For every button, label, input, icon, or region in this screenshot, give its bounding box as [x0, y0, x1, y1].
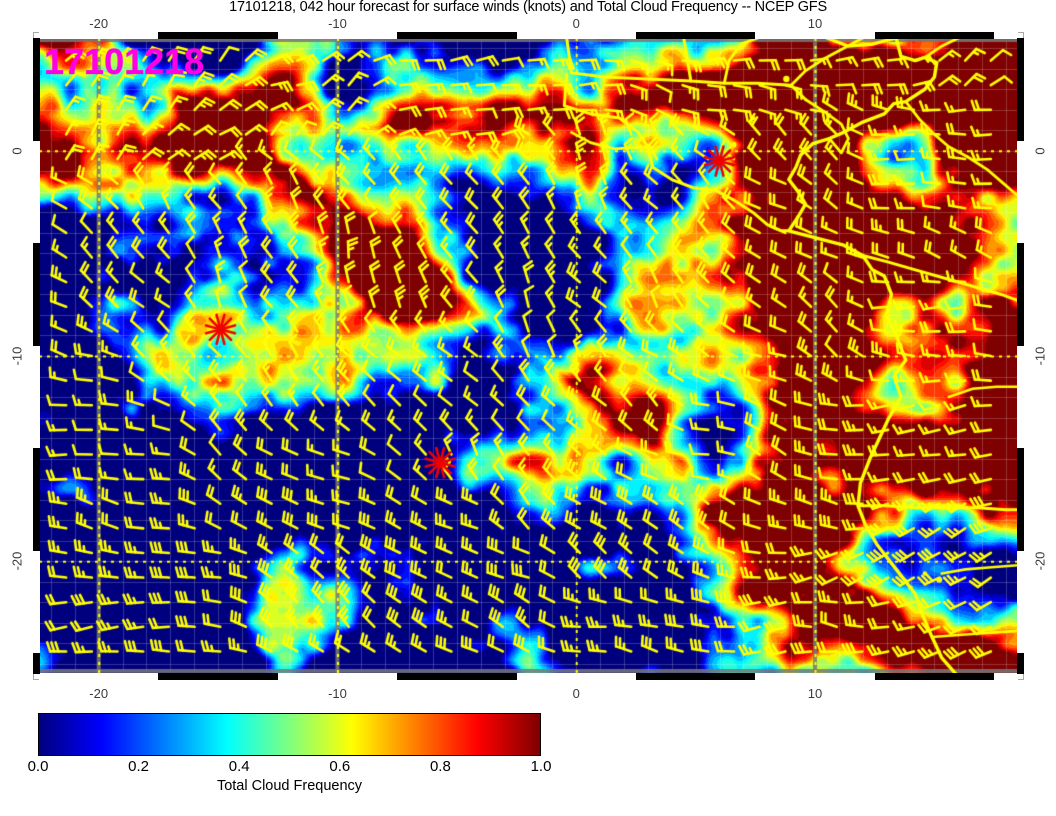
y-tick-left-2: -20 — [9, 551, 25, 571]
axis-bar-top — [39, 32, 1018, 39]
x-tick-top-0: -20 — [89, 16, 109, 31]
colorbar-tick-5: 1.0 — [530, 758, 552, 775]
colorbar-tick-0: 0.0 — [27, 758, 49, 775]
axis-bar-bottom — [39, 673, 1018, 680]
axis-bar-left — [33, 38, 40, 674]
y-tick-left-1: -10 — [9, 346, 25, 366]
x-tick-top-3: 10 — [807, 16, 823, 31]
plot-canvas-area — [39, 38, 1018, 674]
colorbar-tick-labels: 0.0 0.2 0.4 0.6 0.8 1.0 — [28, 758, 552, 776]
colorbar-label: Total Cloud Frequency — [216, 778, 363, 794]
x-tick-bottom-3: 10 — [807, 686, 823, 701]
colorbar-tick-4: 0.8 — [429, 758, 451, 775]
y-tick-right-2: -20 — [1032, 551, 1048, 571]
axis-bar-right — [1017, 38, 1024, 674]
colorbar: 0.0 0.2 0.4 0.6 0.8 1.0 Total Cloud Frequency — [28, 713, 551, 794]
wind-and-coastline-overlay — [39, 38, 1018, 674]
colorbar-tick-1: 0.2 — [128, 758, 150, 775]
colorbar-tick-2: 0.4 — [228, 758, 250, 775]
x-tick-top-2: 0 — [572, 16, 580, 31]
y-tick-right-0: 0 — [1032, 147, 1048, 155]
map-plot — [33, 32, 1024, 680]
x-tick-top-1: -10 — [328, 16, 347, 31]
page-title: 17101218, 042 hour forecast for surface … — [229, 0, 827, 15]
colorbar-gradient — [38, 713, 541, 756]
x-tick-bottom-1: -10 — [328, 686, 347, 701]
colorbar-tick-3: 0.6 — [329, 758, 351, 775]
y-tick-left-0: 0 — [9, 147, 25, 155]
x-tick-bottom-2: 0 — [572, 686, 580, 701]
x-tick-bottom-0: -20 — [89, 686, 109, 701]
y-tick-right-1: -10 — [1032, 346, 1048, 366]
